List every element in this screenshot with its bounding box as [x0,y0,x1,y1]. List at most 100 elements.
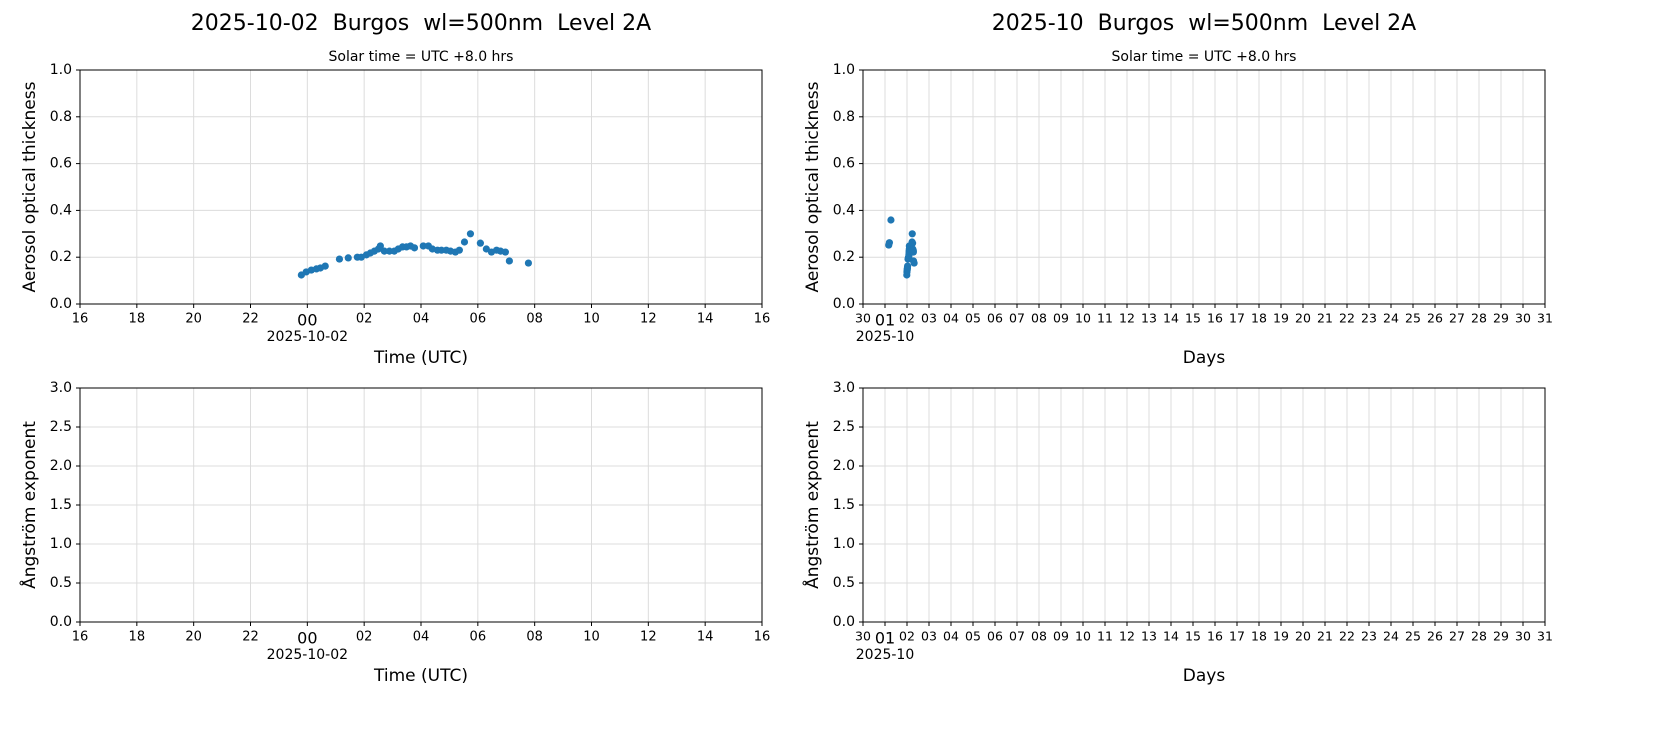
chart-title: 2025-10 Burgos wl=500nm Level 2A [992,11,1416,36]
x-tick-label: 18 [1251,629,1267,644]
x-date-label: 2025-10 [856,647,915,663]
x-tick-label: 12 [1119,629,1135,644]
x-tick-label: 20 [185,630,202,645]
x-tick-label: 06 [987,311,1003,326]
x-tick-label: 14 [697,312,714,327]
x-tick-label: 06 [987,629,1003,644]
data-point [380,247,388,255]
x-tick-label: 02 [356,630,373,645]
x-axis-label: Time (UTC) [373,666,468,686]
x-tick-label: 31 [1537,629,1553,644]
x-tick-label: 20 [185,312,202,327]
data-point [410,244,419,252]
x-tick-label: 23 [1361,311,1377,326]
y-tick-label: 2.5 [833,419,855,435]
x-tick-label: 09 [1053,311,1069,326]
x-tick-label: 08 [1031,311,1047,326]
x-date-label: 2025-10-02 [267,647,348,663]
y-tick-label: 1.0 [50,536,72,552]
x-tick-label: 10 [1075,311,1091,326]
y-tick-label: 2.0 [50,458,72,474]
x-tick-label: 15 [1185,311,1201,326]
x-tick-label: 08 [526,312,543,327]
y-tick-label: 0.8 [833,109,855,125]
x-tick-label: 17 [1229,629,1245,644]
plot-frame [79,69,763,305]
y-axis-label: Aerosol optical thickness [803,81,823,292]
x-tick-label: 22 [242,630,259,645]
data-point [908,239,917,247]
data-point [887,216,895,224]
x-tick-label: 22 [242,312,259,327]
data-point [908,230,916,238]
x-tick-label: 16 [72,630,89,645]
data-point [910,259,918,267]
x-tick-label: 00 [297,629,317,648]
x-tick-label: 19 [1273,629,1289,644]
x-tick-label: 16 [72,312,89,327]
x-tick-label: 08 [1031,629,1047,644]
x-tick-label: 02 [356,312,373,327]
y-axis-label: Ångström exponent [18,421,40,589]
x-tick-label: 22 [1339,311,1355,326]
x-tick-label: 04 [943,629,959,644]
x-tick-label: 12 [640,630,657,645]
y-tick-label: 2.5 [50,419,72,435]
y-tick-label: 0.4 [50,202,72,218]
data-point [344,254,352,262]
data-point [505,257,513,265]
x-tick-label: 08 [526,630,543,645]
x-tick-label: 30 [1515,629,1531,644]
x-axis-label: Days [1183,348,1226,368]
x-axis-label: Time (UTC) [373,348,468,368]
x-tick-label: 02 [899,311,915,326]
data-point [419,242,427,250]
x-tick-label: 25 [1405,629,1421,644]
x-tick-label: 05 [965,629,981,644]
x-tick-label: 28 [1471,629,1487,644]
x-date-label: 2025-10 [856,329,915,345]
x-tick-label: 11 [1097,311,1113,326]
y-tick-label: 0.4 [833,202,855,218]
data-point [335,255,344,263]
y-tick-label: 0.0 [833,614,855,630]
y-tick-label: 1.0 [833,62,855,78]
x-tick-label: 26 [1427,629,1443,644]
y-tick-label: 0.6 [833,156,855,172]
x-tick-label: 13 [1141,629,1157,644]
x-tick-label: 04 [413,630,430,645]
chart-subtitle: Solar time = UTC +8.0 hrs [1112,49,1297,65]
y-tick-label: 0.6 [50,156,72,172]
y-tick-label: 1.0 [50,62,72,78]
x-tick-label: 05 [965,311,981,326]
x-tick-label: 27 [1449,311,1465,326]
chart-title: 2025-10-02 Burgos wl=500nm Level 2A [191,11,651,36]
data-point [524,259,533,267]
y-tick-label: 0.2 [50,249,72,265]
x-axis-label: Days [1183,666,1226,686]
y-tick-label: 1.0 [833,536,855,552]
x-tick-label: 07 [1009,311,1025,326]
x-tick-label: 07 [1009,629,1025,644]
data-point [885,239,894,247]
y-tick-label: 1.5 [833,497,855,513]
x-tick-label: 04 [943,311,959,326]
x-date-label: 2025-10-02 [267,329,348,345]
x-tick-label: 09 [1053,629,1069,644]
x-tick-label: 03 [921,311,937,326]
x-tick-label: 12 [1119,311,1135,326]
y-axis-label: Aerosol optical thickness [20,81,40,292]
y-tick-label: 0.5 [50,575,72,591]
x-tick-label: 23 [1361,629,1377,644]
x-tick-label: 16 [754,630,771,645]
x-tick-label: 11 [1097,629,1113,644]
x-tick-label: 24 [1383,311,1399,326]
x-tick-label: 10 [583,630,600,645]
x-tick-label: 19 [1273,311,1289,326]
data-point [376,242,384,250]
data-point [321,262,329,270]
x-tick-label: 20 [1295,311,1311,326]
x-tick-label: 26 [1427,311,1443,326]
x-tick-label: 18 [1251,311,1267,326]
x-tick-label: 18 [129,630,146,645]
